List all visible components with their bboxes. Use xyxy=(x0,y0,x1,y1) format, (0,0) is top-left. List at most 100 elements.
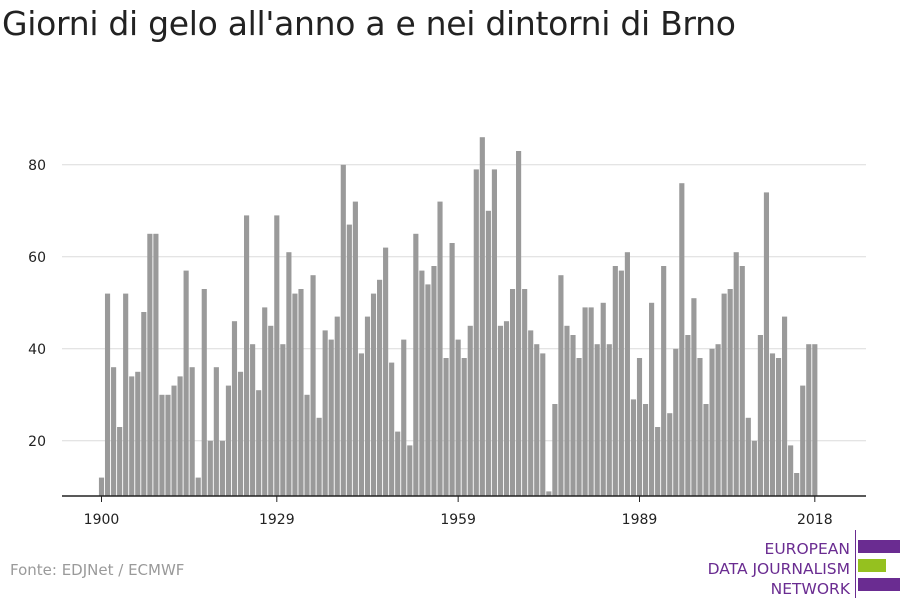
bar-1948 xyxy=(389,362,395,496)
bar-1963 xyxy=(479,137,485,496)
bar-1927 xyxy=(262,307,268,496)
bar-2017 xyxy=(806,344,812,496)
bars xyxy=(98,137,818,497)
x-tick-label-1929: 1929 xyxy=(259,512,295,528)
bar-1978 xyxy=(570,335,576,496)
bar-1929 xyxy=(274,215,280,496)
bar-1957 xyxy=(443,358,449,496)
bar-1983 xyxy=(600,302,606,496)
bar-1953 xyxy=(419,270,425,496)
y-tick-label-80: 80 xyxy=(28,158,46,174)
x-tick-label-1959: 1959 xyxy=(440,512,476,528)
bar-1912 xyxy=(171,385,177,496)
y-tick-label-20: 20 xyxy=(28,434,46,450)
bar-1974 xyxy=(546,491,552,496)
x-tick-labels: 1900 1929 1959 1989 2018 xyxy=(84,496,833,528)
bar-1999 xyxy=(697,358,703,496)
bar-1987 xyxy=(624,252,630,496)
bar-1946 xyxy=(377,279,383,496)
logo-line-1: EUROPEAN xyxy=(764,540,850,558)
y-tick-label-40: 40 xyxy=(28,342,46,358)
bar-1996 xyxy=(679,183,685,496)
bar-1916 xyxy=(195,477,201,496)
bar-1908 xyxy=(147,233,153,497)
source-note: Fonte: EDJNet / ECMWF xyxy=(10,561,185,579)
bar-1936 xyxy=(316,417,322,496)
bar-2002 xyxy=(715,344,721,496)
y-tick-label-60: 60 xyxy=(28,250,46,266)
bar-1961 xyxy=(467,325,473,496)
bar-1951 xyxy=(407,445,413,496)
bar-1960 xyxy=(461,358,467,496)
x-tick-label-1900: 1900 xyxy=(84,512,120,528)
bar-1942 xyxy=(352,201,358,496)
bar-1909 xyxy=(153,233,159,497)
bar-1901 xyxy=(104,293,111,496)
bar-2007 xyxy=(745,417,751,496)
bar-1992 xyxy=(655,427,661,496)
bar-1989 xyxy=(636,358,643,496)
bar-2012 xyxy=(775,358,782,496)
bar-1918 xyxy=(207,440,213,496)
bar-1949 xyxy=(395,431,401,496)
bar-2003 xyxy=(721,293,727,496)
bar-1984 xyxy=(606,344,612,496)
logo-text: EUROPEAN DATA JOURNALISM NETWORK xyxy=(708,539,850,599)
bar-2009 xyxy=(757,335,763,496)
bar-2015 xyxy=(794,473,800,496)
bar-1994 xyxy=(667,413,673,496)
bar-1973 xyxy=(540,353,546,496)
bar-1923 xyxy=(237,371,244,496)
bar-1905 xyxy=(129,376,135,496)
bar-2013 xyxy=(782,316,788,496)
bar-1921 xyxy=(225,385,232,496)
chart-title: Giorni di gelo all'anno a e nei dintorni… xyxy=(2,4,736,43)
bar-1988 xyxy=(630,399,637,496)
bar-1944 xyxy=(364,316,371,496)
logo-bar-purple-top xyxy=(858,540,900,553)
bar-1938 xyxy=(328,339,334,496)
bar-2010 xyxy=(763,192,770,496)
bar-1903 xyxy=(117,427,123,496)
bar-1950 xyxy=(401,339,407,496)
bar-1990 xyxy=(642,404,649,496)
bar-1910 xyxy=(159,394,165,496)
bar-1930 xyxy=(280,344,286,496)
bar-1913 xyxy=(177,376,183,496)
bar-1993 xyxy=(661,266,667,496)
bar-1959 xyxy=(455,339,461,496)
bar-2005 xyxy=(733,252,739,496)
bar-1995 xyxy=(673,348,679,496)
y-tick-labels: 20 40 60 80 xyxy=(28,158,46,450)
bar-1907 xyxy=(141,312,147,496)
logo-line-3: NETWORK xyxy=(770,580,850,598)
bar-2004 xyxy=(727,289,733,496)
bar-1902 xyxy=(111,367,117,496)
bar-1922 xyxy=(231,321,238,496)
bar-1952 xyxy=(413,233,419,497)
bar-2008 xyxy=(751,440,757,496)
bar-1980 xyxy=(582,307,588,496)
bar-2011 xyxy=(769,353,776,496)
bar-1970 xyxy=(522,289,528,496)
bar-1904 xyxy=(123,293,129,496)
bar-1919 xyxy=(213,367,219,496)
bar-1915 xyxy=(189,367,195,496)
bar-1937 xyxy=(322,330,328,496)
bar-1931 xyxy=(286,252,292,496)
bar-1939 xyxy=(334,316,340,496)
bar-1997 xyxy=(685,335,691,496)
bar-1967 xyxy=(503,321,510,496)
bar-1998 xyxy=(691,298,697,496)
bar-1971 xyxy=(528,330,534,496)
bar-1906 xyxy=(135,371,141,496)
bar-1947 xyxy=(383,247,389,496)
bar-1966 xyxy=(497,325,504,496)
bar-1911 xyxy=(165,394,171,496)
bar-1928 xyxy=(268,325,274,496)
bar-1965 xyxy=(491,169,497,496)
bar-1955 xyxy=(431,266,437,496)
bar-1976 xyxy=(558,275,564,496)
bar-1981 xyxy=(588,307,594,496)
